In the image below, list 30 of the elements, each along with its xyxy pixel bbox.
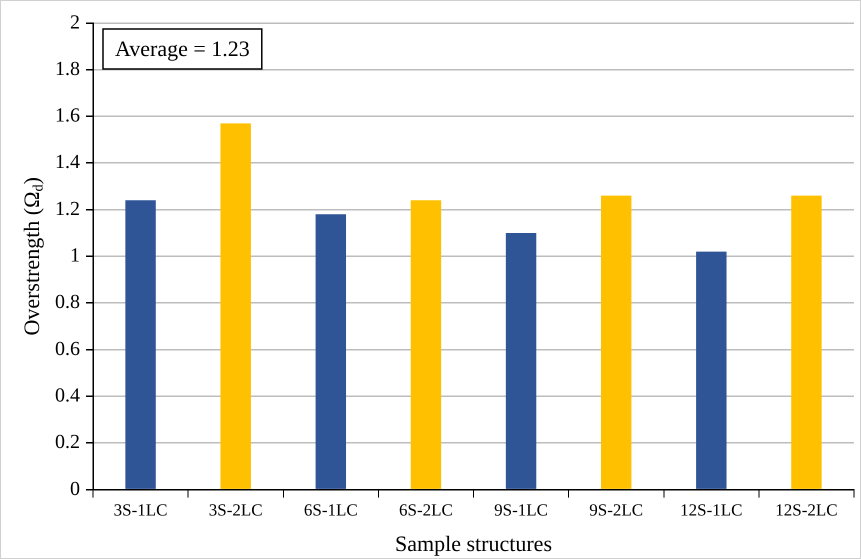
bar: [506, 232, 536, 489]
x-tick-label: 9S-2LC: [589, 500, 644, 520]
annotation: Average = 1.23: [115, 36, 250, 61]
y-tick-label: 0.6: [55, 338, 80, 360]
bar: [696, 252, 727, 489]
bar: [791, 196, 822, 489]
bar: [220, 123, 251, 489]
y-tick-label: 0.4: [55, 384, 80, 407]
x-tick-label: 9S-1LC: [494, 500, 548, 520]
bar: [316, 214, 346, 489]
y-tick-label: 2: [70, 11, 80, 34]
y-tick-label: 1.2: [55, 198, 80, 220]
y-tick-label: 0: [70, 478, 80, 500]
x-tick-label: 12S-1LC: [680, 500, 742, 520]
x-tick-label: 12S-2LC: [775, 500, 838, 520]
x-tick-label: 6S-1LC: [304, 500, 358, 520]
y-axis-title: Overstrength (Ωd): [18, 177, 46, 336]
bar: [600, 196, 632, 489]
x-tick-label: 3S-1LC: [114, 500, 168, 520]
x-axis-title: Sample structures: [394, 531, 552, 556]
y-tick-label: 1.8: [55, 58, 80, 80]
bar: [410, 200, 442, 489]
x-tick-label: 3S-2LC: [208, 500, 263, 520]
y-tick-label: 1: [70, 244, 80, 267]
y-tick-label: 0.2: [55, 431, 80, 454]
y-tick-label: 1.6: [55, 104, 80, 127]
y-tick-label: 0.8: [55, 291, 80, 314]
x-tick-label: 6S-2LC: [399, 500, 453, 520]
y-tick-label: 1.4: [55, 151, 80, 174]
bar: [125, 200, 156, 489]
